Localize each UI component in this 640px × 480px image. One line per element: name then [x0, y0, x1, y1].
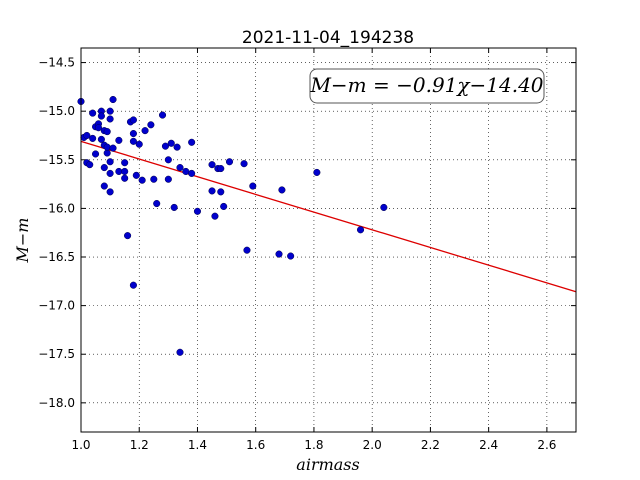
- data-point: [129, 129, 137, 138]
- data-point: [132, 171, 140, 179]
- data-point: [243, 246, 251, 254]
- data-point: [121, 159, 129, 167]
- plot-frame: [80, 47, 577, 433]
- fit-equation: M−m = −0.91χ−14.40: [309, 73, 543, 97]
- data-point: [97, 112, 105, 120]
- data-point: [208, 161, 216, 169]
- y-axis-label: M−m: [13, 218, 32, 264]
- data-point: [164, 175, 172, 183]
- grid-lines: [80, 48, 576, 432]
- data-point: [92, 150, 100, 158]
- data-point: [141, 127, 149, 135]
- chart-title: 2021-11-04_194238: [242, 28, 414, 48]
- data-point: [356, 226, 365, 234]
- data-point: [153, 199, 161, 208]
- data-point: [106, 188, 114, 196]
- data-point: [103, 143, 111, 151]
- data-point: [217, 188, 225, 196]
- data-point: [173, 143, 181, 151]
- data-point: [115, 136, 123, 144]
- data-point: [275, 250, 283, 258]
- data-point: [170, 203, 178, 211]
- x-axis-label: airmass: [296, 455, 359, 474]
- data-point: [380, 203, 388, 211]
- data-point: [106, 169, 114, 177]
- data-points: [77, 95, 388, 356]
- data-point: [176, 164, 184, 172]
- data-point: [106, 115, 114, 123]
- data-point: [94, 124, 103, 132]
- data-point: [188, 138, 196, 146]
- y-tick-label: −18.0: [38, 396, 75, 410]
- x-tick-label: 1.8: [304, 438, 323, 452]
- data-point: [109, 144, 117, 152]
- data-point: [86, 161, 94, 169]
- data-point: [249, 182, 257, 190]
- x-tick-label: 1.4: [188, 438, 207, 452]
- data-point: [89, 109, 97, 117]
- data-point: [176, 348, 184, 356]
- y-tick-label: −16.5: [38, 250, 75, 264]
- data-point: [121, 167, 129, 176]
- x-tick-label: 1.0: [71, 438, 90, 452]
- data-point: [147, 121, 155, 129]
- fit-equation-box: M−m = −0.91χ−14.40: [309, 68, 545, 104]
- data-point: [278, 186, 286, 194]
- data-point: [287, 252, 295, 260]
- y-tick-label: −17.5: [38, 347, 75, 361]
- x-tick-label: 1.2: [130, 438, 149, 452]
- data-point: [150, 175, 158, 183]
- data-point: [121, 174, 129, 182]
- data-point: [138, 176, 146, 184]
- data-point: [167, 139, 175, 147]
- x-tick-label: 2.2: [421, 438, 440, 452]
- data-point: [106, 107, 114, 115]
- data-point: [124, 232, 132, 240]
- data-point: [220, 202, 228, 211]
- annotation-box: [309, 68, 545, 104]
- plot-area: [81, 48, 576, 432]
- data-point: [217, 164, 225, 173]
- y-axis-ticks: −14.5 −15.0 −15.5 −16.0 −16.5 −17.0 −17.5 −18.0: [38, 56, 576, 410]
- data-point: [106, 158, 114, 166]
- data-point: [129, 137, 137, 145]
- data-point: [211, 212, 219, 220]
- data-point: [103, 128, 111, 136]
- fit-line: [80, 140, 577, 293]
- data-point: [129, 116, 137, 124]
- data-point: [158, 111, 167, 119]
- data-point: [100, 182, 108, 190]
- data-point: [135, 140, 143, 148]
- data-point: [109, 95, 117, 104]
- x-tick-label: 1.6: [246, 438, 265, 452]
- data-point: [161, 142, 169, 150]
- data-point: [89, 134, 97, 142]
- y-tick-label: −14.5: [38, 56, 75, 70]
- data-point: [225, 158, 234, 166]
- y-tick-label: −15.0: [38, 104, 75, 118]
- y-tick-label: −16.0: [38, 201, 75, 215]
- data-point: [208, 187, 216, 195]
- data-point: [164, 156, 172, 164]
- data-point: [188, 169, 196, 177]
- data-point: [129, 281, 137, 289]
- y-tick-label: −15.5: [38, 153, 75, 167]
- data-point: [83, 131, 91, 140]
- data-point: [313, 168, 321, 176]
- data-point: [97, 135, 105, 143]
- x-tick-label: 2.0: [363, 438, 382, 452]
- y-tick-label: −17.0: [38, 299, 75, 313]
- x-axis-ticks: 1.0 1.2 1.4 1.6 1.8 2.0 2.2 2.4 2.6: [71, 48, 556, 452]
- data-point: [100, 164, 108, 172]
- data-point: [240, 160, 248, 168]
- data-point: [193, 207, 202, 215]
- x-tick-label: 2.6: [537, 438, 556, 452]
- x-tick-label: 2.4: [479, 438, 498, 452]
